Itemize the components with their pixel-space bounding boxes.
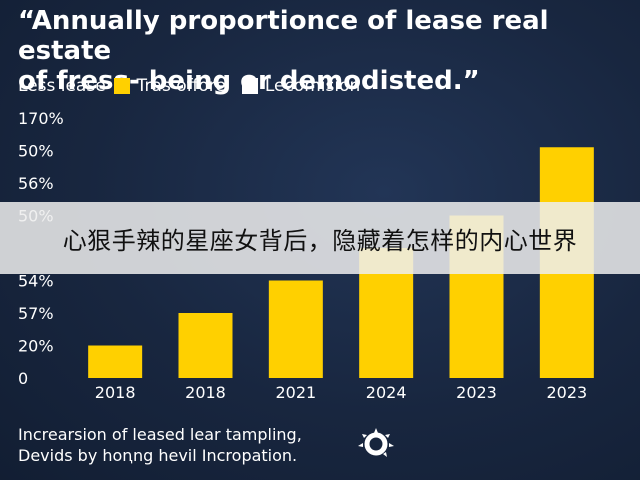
chart-title: “Annually proportionce of lease real est… bbox=[18, 6, 628, 96]
legend-item-tras-offore: Tras offore bbox=[113, 76, 226, 96]
y-tick-label: 20% bbox=[18, 337, 54, 356]
y-tick-label: 54% bbox=[18, 272, 54, 291]
x-tick-label: 2021 bbox=[275, 383, 316, 402]
overlay-caption-banner: 心狠手辣的星座女背后，隐藏着怎样的内心世界 bbox=[0, 202, 640, 274]
x-tick-label: 2018 bbox=[185, 383, 226, 402]
legend-label-tras-offore: Tras offore bbox=[136, 76, 226, 96]
x-tick-label: 2018 bbox=[95, 383, 136, 402]
y-tick-label: 0 bbox=[18, 369, 28, 388]
y-tick-label: 170% bbox=[18, 109, 64, 128]
footer-line-1: Increarsion of leased lear tampling, bbox=[18, 425, 302, 444]
chart-title-line-1: “Annually proportionce of lease real est… bbox=[18, 6, 549, 66]
x-axis-ticks: 2018 2018 2021 2024 2023 2023 bbox=[95, 383, 587, 402]
bar-3 bbox=[268, 280, 323, 378]
bar-2 bbox=[178, 313, 233, 378]
legend-item-lecomision: Lecomision bbox=[241, 76, 361, 96]
overlay-caption: 心狠手辣的星座女背后，隐藏着怎样的内心世界 bbox=[62, 226, 578, 255]
circular-burst-logo-icon bbox=[358, 428, 394, 457]
legend-swatch-yellow bbox=[113, 78, 130, 94]
y-tick-label: 56% bbox=[18, 174, 54, 193]
bar-1 bbox=[88, 345, 143, 378]
x-tick-label: 2023 bbox=[456, 383, 497, 402]
legend-swatch-white bbox=[241, 78, 258, 94]
legend: Less lease Tras offore Lecomision bbox=[18, 76, 376, 96]
legend-label-lecomision: Lecomision bbox=[264, 76, 361, 96]
y-tick-label: 50% bbox=[18, 142, 54, 161]
y-tick-label: 57% bbox=[18, 304, 54, 323]
footer-line-2: Devids by hoꞑng hevil Incropation. bbox=[18, 446, 298, 465]
x-tick-label: 2024 bbox=[366, 383, 407, 402]
legend-label-less-lease: Less lease bbox=[18, 76, 106, 96]
x-tick-label: 2023 bbox=[546, 383, 587, 402]
footer-note: Increarsion of leased lear tampling, Dev… bbox=[18, 424, 358, 466]
